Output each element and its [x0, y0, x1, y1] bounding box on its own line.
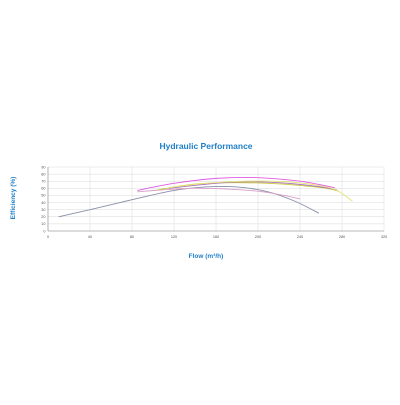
y-tick-label: 80: [41, 172, 45, 176]
y-tick-label: 40: [41, 201, 45, 205]
y-tick-label: 60: [41, 187, 45, 191]
series-line-5: [168, 180, 353, 202]
y-tick-label: 10: [41, 222, 45, 226]
y-tick-label: 20: [41, 215, 45, 219]
x-tick-labels: 0 40 80 120 160 200 240 280 320: [47, 235, 387, 239]
series-line-4: [168, 181, 337, 191]
x-tick-label: 0: [47, 235, 49, 239]
x-axis-title: Flow (m³/h): [189, 253, 224, 260]
x-tick-label: 40: [88, 235, 92, 239]
y-tick-labels: 0 10 20 30 40 50 60 70 80 90: [41, 165, 45, 233]
y-tick-label: 90: [41, 165, 45, 169]
series-line-6: [137, 176, 335, 191]
series-line-1: [58, 185, 320, 218]
x-tick-label: 240: [297, 235, 303, 239]
grid: [47, 166, 385, 232]
chart-title: Hydraulic Performance: [159, 141, 252, 151]
series-line-2: [137, 187, 301, 200]
x-tick-label: 160: [213, 235, 219, 239]
x-tick-label: 80: [130, 235, 134, 239]
axes: [47, 167, 384, 232]
y-tick-label: 0: [43, 229, 45, 233]
x-tick-label: 200: [255, 235, 261, 239]
y-tick-label: 70: [41, 180, 45, 184]
series-group: [58, 176, 353, 218]
x-tick-label: 120: [171, 235, 177, 239]
y-tick-label: 50: [41, 194, 45, 198]
x-tick-label: 320: [381, 235, 387, 239]
y-tick-label: 30: [41, 208, 45, 212]
y-axis-title: Efficiency (%): [10, 177, 17, 220]
x-tick-label: 280: [339, 235, 345, 239]
